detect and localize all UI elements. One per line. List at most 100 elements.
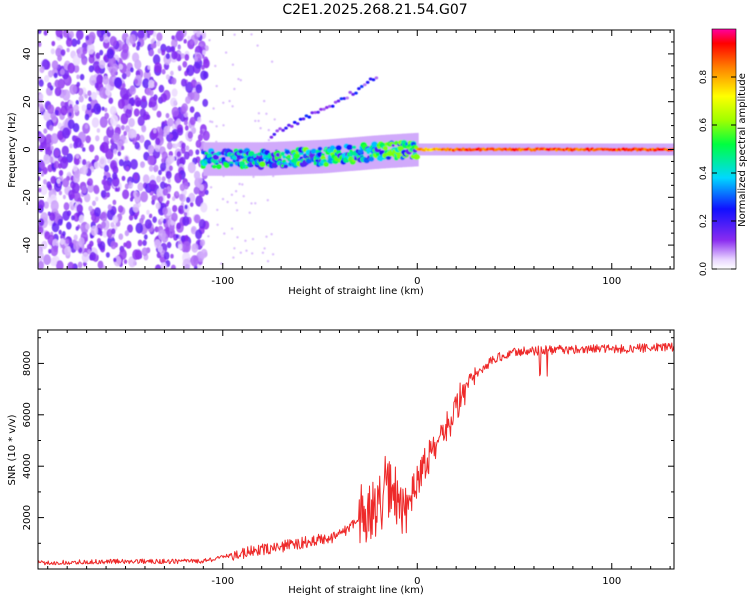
signal-cell: [323, 161, 330, 167]
noise-cell: [139, 108, 146, 117]
noise-cell: [143, 70, 151, 81]
noise-cell: [128, 117, 135, 128]
noise-cell: [156, 175, 162, 183]
noise-cell: [110, 114, 119, 127]
noise-cell: [76, 74, 80, 80]
noise-cell: [166, 241, 172, 249]
noise-cell: [157, 48, 162, 54]
noise-cell: [124, 183, 129, 190]
noise-cell: [54, 79, 60, 88]
noise-cell: [146, 33, 151, 39]
noise-cell: [118, 233, 124, 240]
y-tick-label: 4000: [22, 453, 33, 478]
noise-cell: [148, 213, 153, 219]
noise-cell: [82, 47, 88, 55]
noise-cell: [178, 205, 185, 215]
noise-cell: [62, 178, 70, 188]
colorbar-tick-label: 0.4: [699, 166, 709, 181]
noise-cell: [106, 229, 113, 238]
noise-cell: [96, 90, 100, 95]
upper-branch-cell: [313, 111, 318, 114]
noise-cell: [64, 245, 72, 256]
noise-cell: [48, 249, 52, 254]
upper-branch-cell: [348, 90, 353, 94]
noise-cell: [135, 70, 141, 77]
noise-cell-sparse: [234, 201, 238, 204]
noise-cell: [38, 260, 44, 269]
noise-cell: [121, 145, 125, 151]
signal-cell: [212, 154, 219, 160]
noise-cell: [141, 95, 147, 103]
noise-cell: [121, 72, 127, 80]
noise-cell: [38, 133, 45, 143]
noise-cell: [84, 113, 90, 121]
noise-cell-sparse: [252, 175, 255, 178]
noise-cell: [136, 192, 140, 198]
noise-cell: [156, 187, 164, 199]
y-tick-label: 20: [22, 95, 33, 108]
noise-cell: [187, 131, 193, 139]
signal-cell: [413, 153, 420, 160]
noise-cell: [162, 188, 168, 196]
noise-cell: [117, 205, 124, 213]
noise-cell-sparse: [266, 199, 269, 202]
noise-cell: [43, 30, 48, 36]
noise-cell-sparse: [266, 260, 270, 263]
noise-cell: [77, 261, 83, 269]
noise-cell: [88, 205, 93, 212]
noise-cell: [177, 142, 181, 148]
spectrogram-panel: -100 0 100 -40 -20 0 20 40 Height of straight l…: [7, 29, 675, 297]
noise-cell: [125, 166, 130, 172]
noise-cell: [124, 139, 128, 144]
upper-branch-cell: [333, 100, 338, 104]
signal-halo: [324, 139, 328, 174]
noise-cell: [88, 144, 95, 153]
upper-branch-cell: [345, 96, 350, 100]
noise-cell: [161, 49, 166, 56]
spectrogram-heatmap: [38, 30, 674, 269]
noise-cell: [150, 42, 156, 49]
noise-cell-sparse: [207, 235, 210, 238]
noise-cell-sparse: [209, 120, 212, 123]
noise-cell-sparse: [265, 112, 268, 116]
noise-cell: [179, 156, 186, 166]
upper-branch-cell: [368, 77, 373, 81]
noise-cell: [166, 200, 170, 205]
noise-cell-sparse: [254, 119, 257, 123]
noise-cell: [85, 223, 90, 230]
noise-cell: [38, 218, 45, 227]
noise-cell: [53, 245, 59, 253]
noise-cell: [156, 110, 162, 118]
noise-cell: [60, 105, 68, 116]
noise-cell: [51, 221, 60, 233]
noise-cell: [60, 68, 65, 75]
noise-cell: [134, 141, 140, 150]
colorbar: 0.0 0.2 0.4 0.6 0.8 Normalized spectral ampl…: [699, 28, 748, 276]
noise-cell: [147, 65, 151, 70]
noise-cell: [51, 60, 59, 70]
noise-cell: [114, 187, 118, 192]
noise-cell: [109, 106, 117, 116]
noise-cell: [149, 179, 157, 191]
noise-cell: [203, 58, 210, 69]
noise-cell-sparse: [230, 227, 234, 230]
noise-cell-sparse: [271, 253, 275, 256]
noise-cell: [202, 130, 210, 141]
noise-cell: [59, 157, 69, 169]
noise-cell-sparse: [254, 202, 257, 205]
noise-cell: [158, 229, 167, 241]
noise-cell: [155, 264, 162, 269]
signal-cell: [223, 162, 230, 169]
noise-cell: [195, 229, 203, 240]
noise-cell: [164, 120, 168, 125]
noise-cell: [101, 221, 106, 229]
noise-cell: [68, 201, 73, 207]
noise-cell: [166, 141, 173, 150]
signal-cell: [375, 153, 380, 157]
noise-cell: [202, 98, 209, 107]
noise-cell: [181, 78, 187, 87]
noise-cell: [137, 182, 144, 192]
noise-cell: [58, 190, 63, 196]
noise-cell: [204, 189, 209, 195]
